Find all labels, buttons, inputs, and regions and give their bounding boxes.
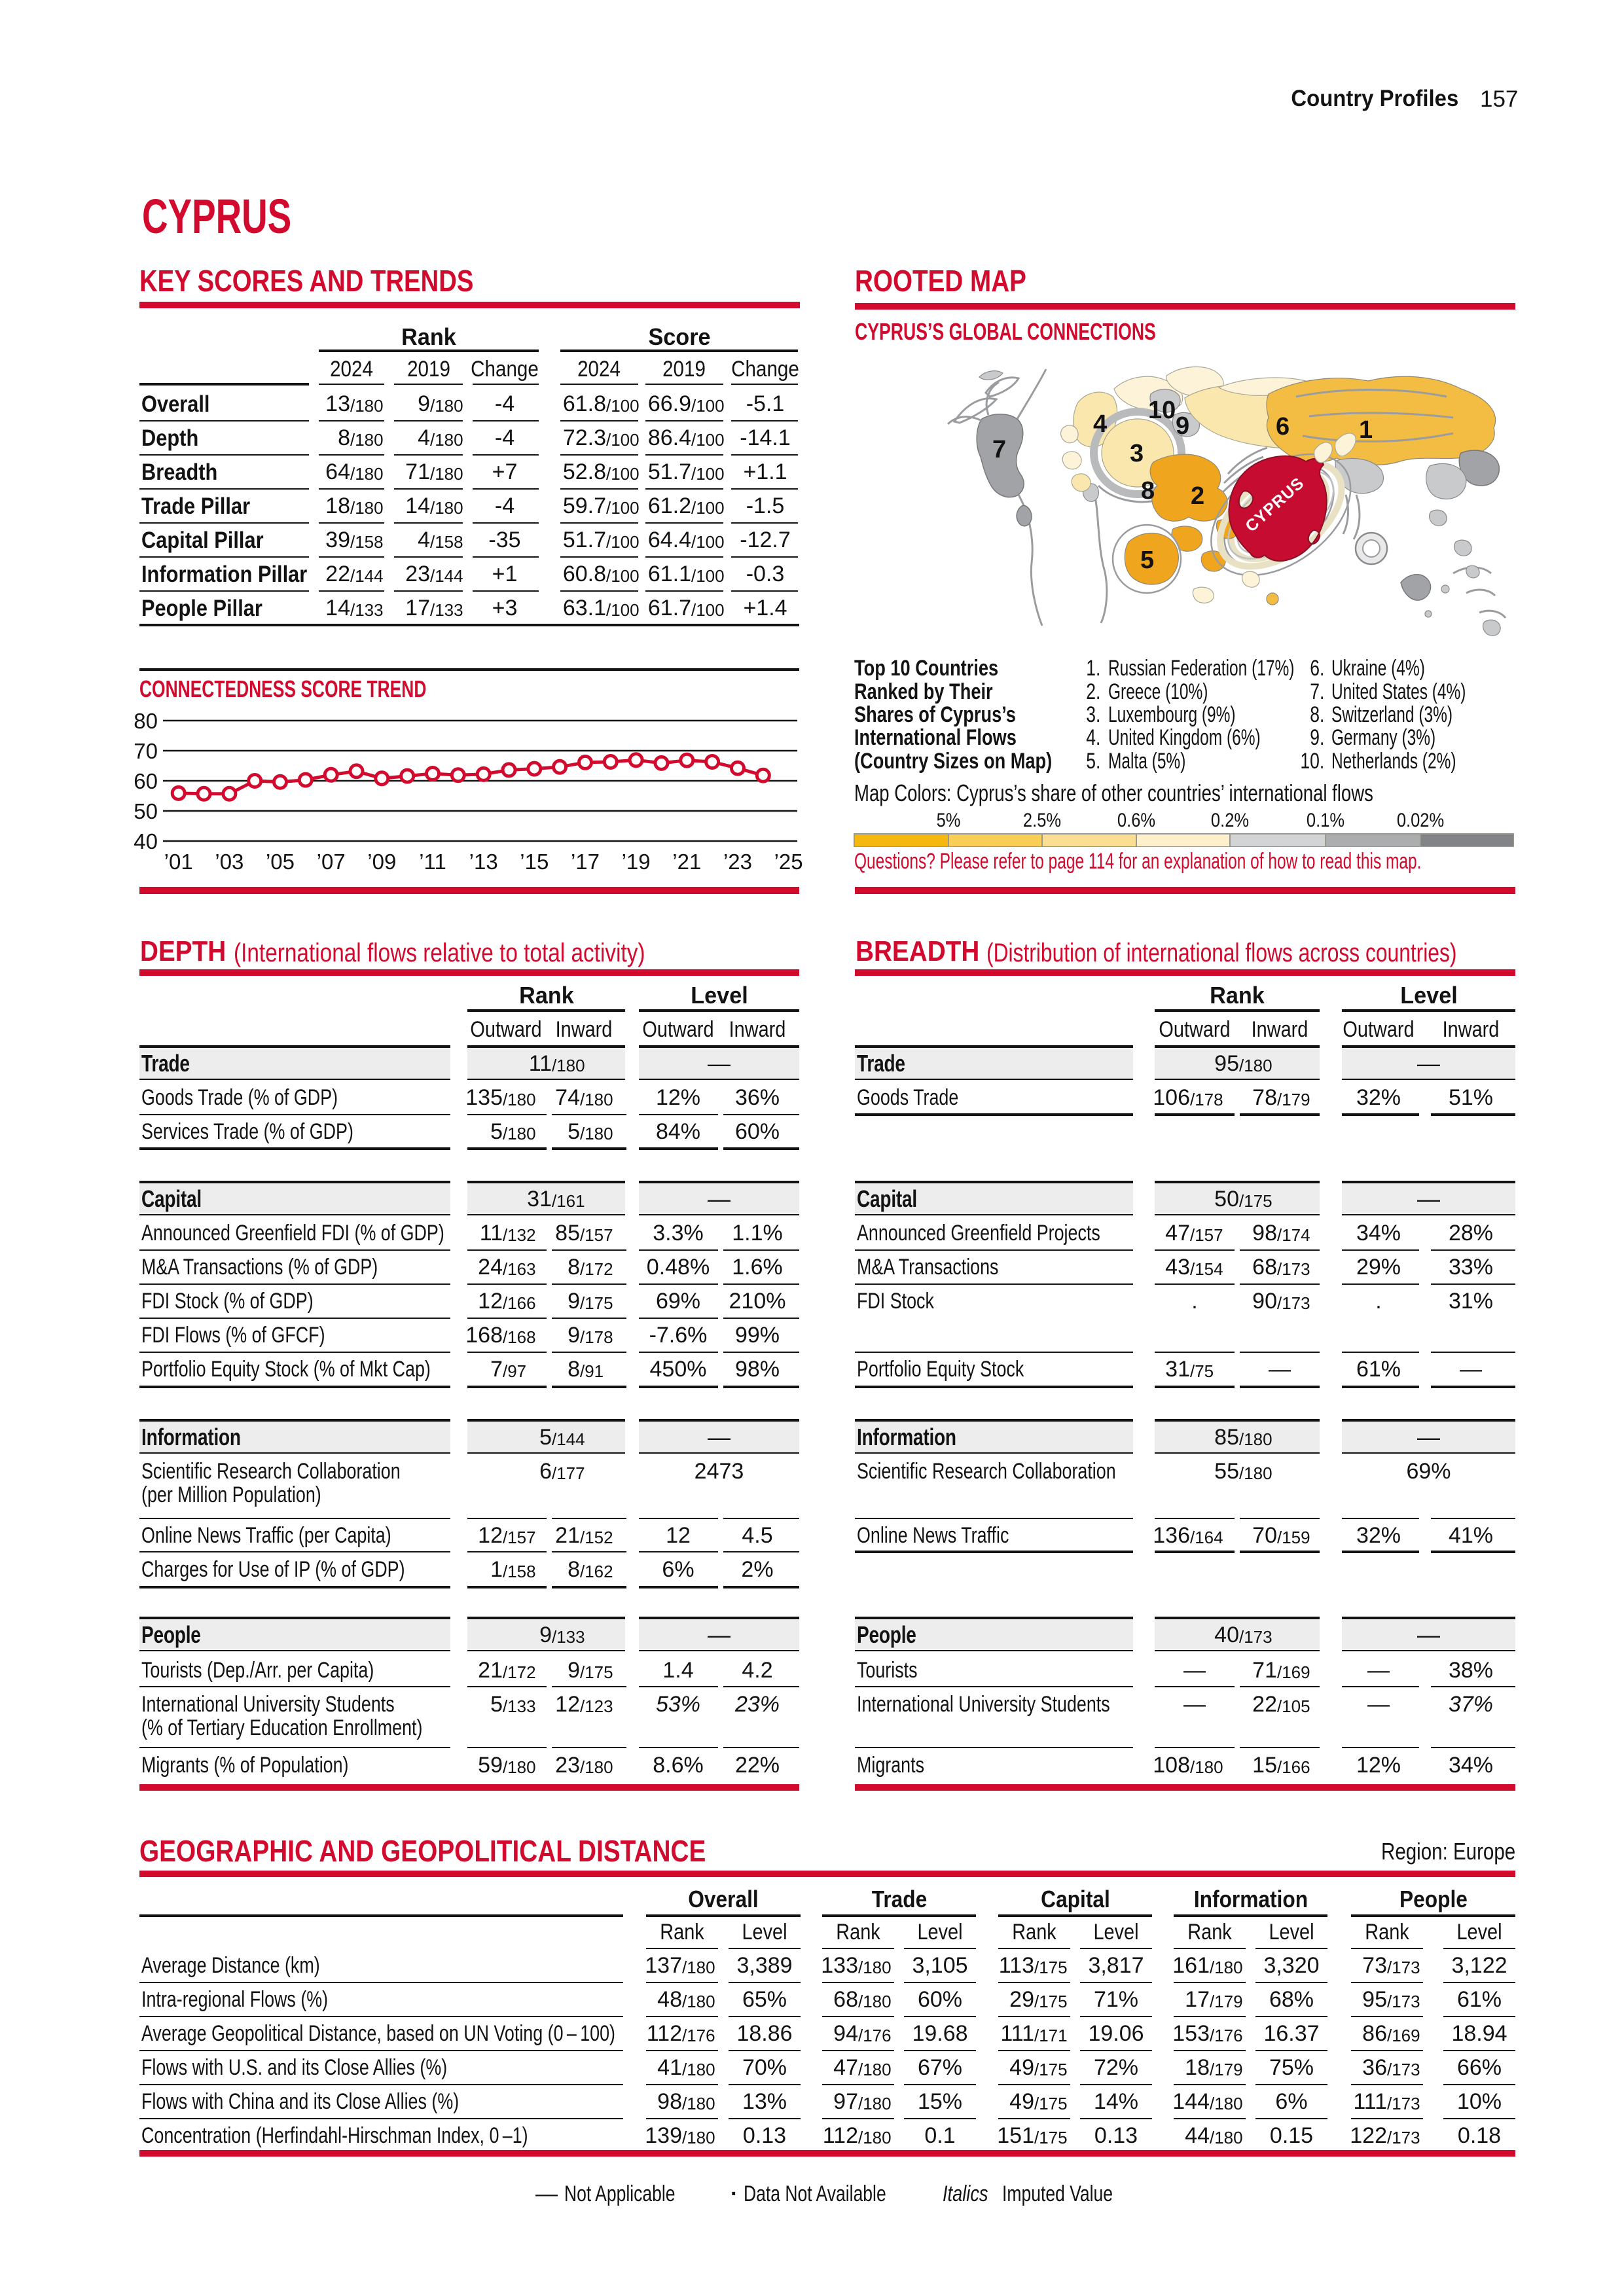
svg-text:1: 1 (1359, 416, 1373, 444)
svg-text:5: 5 (1140, 547, 1154, 574)
svg-text:9: 9 (1176, 412, 1189, 440)
svg-text:7: 7 (992, 436, 1006, 463)
svg-text:3: 3 (1130, 440, 1144, 467)
svg-text:10: 10 (1148, 397, 1176, 424)
svg-text:4: 4 (1093, 410, 1107, 438)
svg-text:8: 8 (1141, 477, 1155, 505)
svg-text:6: 6 (1276, 413, 1290, 440)
svg-text:2: 2 (1191, 482, 1204, 510)
